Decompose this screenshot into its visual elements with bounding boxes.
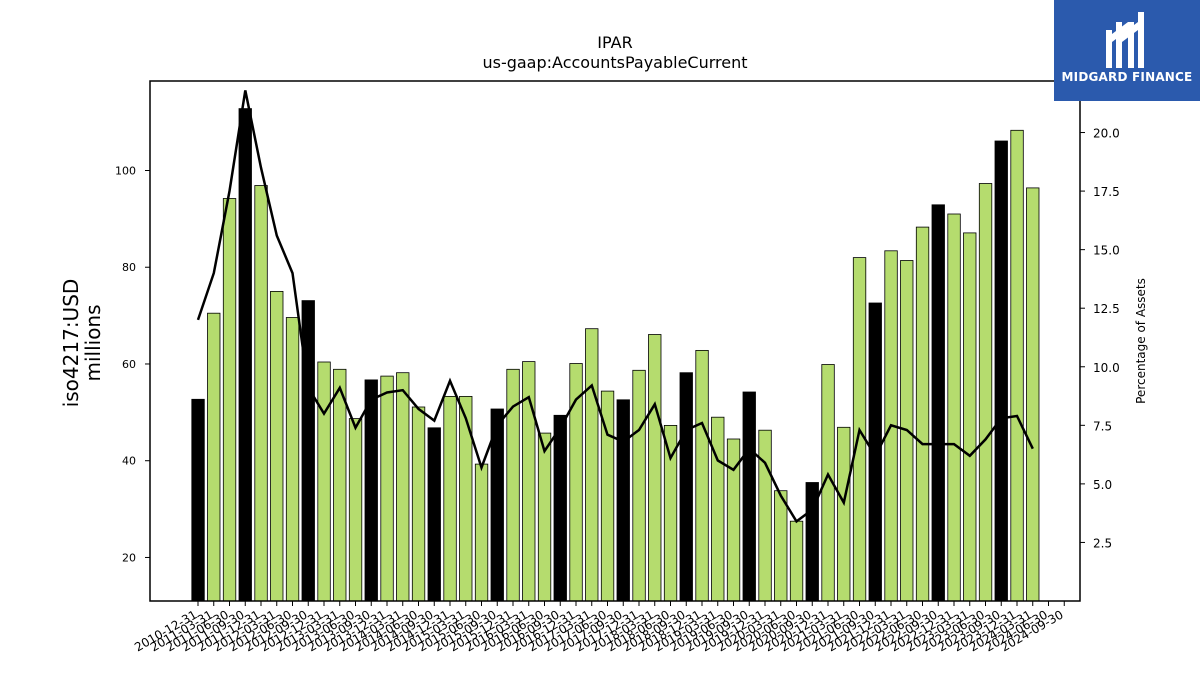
y-tick-label: 80 bbox=[122, 261, 136, 274]
bar bbox=[1026, 187, 1040, 602]
bar bbox=[396, 372, 410, 602]
bar bbox=[270, 290, 284, 602]
bar bbox=[238, 108, 252, 602]
y-tick-label: 60 bbox=[122, 358, 136, 371]
bar bbox=[317, 361, 331, 602]
y2-tick-label: 17.5 bbox=[1093, 185, 1120, 199]
bar bbox=[553, 414, 567, 602]
y2-tick-label: 15.0 bbox=[1093, 244, 1120, 258]
x-axis: 2010-12-312011-03-312011-06-302011-09-30… bbox=[132, 601, 1066, 654]
y2-axis-label: Percentage of Assets bbox=[1134, 278, 1148, 404]
bar bbox=[931, 204, 945, 602]
y-axis-right: 2.5 5.0 7.5 10.0 12.5 15.0 17.5 20.0 bbox=[1080, 127, 1120, 550]
logo-mark-icon bbox=[1106, 12, 1144, 68]
bar bbox=[648, 334, 662, 602]
bar bbox=[222, 198, 237, 602]
bar bbox=[837, 426, 851, 602]
bar bbox=[1010, 129, 1024, 602]
bar bbox=[695, 349, 709, 602]
chart-title: IPAR bbox=[597, 33, 632, 52]
bar bbox=[348, 418, 363, 602]
bar bbox=[758, 429, 772, 602]
chart-subtitle: us-gaap:AccountsPayableCurrent bbox=[482, 53, 747, 72]
y-tick-label: 100 bbox=[115, 164, 136, 177]
bar bbox=[380, 375, 394, 602]
y-tick-label: 20 bbox=[122, 551, 136, 564]
bar bbox=[774, 490, 788, 602]
bar bbox=[427, 427, 441, 602]
y-axis-label-unit: iso4217:USD bbox=[59, 279, 83, 408]
y-axis-left: 20 40 60 80 100 bbox=[115, 164, 150, 564]
y2-tick-label: 20.0 bbox=[1093, 127, 1120, 141]
bar bbox=[364, 379, 378, 602]
bar bbox=[301, 300, 315, 602]
bar bbox=[191, 398, 205, 602]
y-tick-label: 40 bbox=[122, 455, 136, 468]
bar bbox=[978, 183, 993, 602]
bar bbox=[711, 416, 725, 602]
bar bbox=[207, 312, 221, 602]
bar bbox=[789, 520, 804, 602]
y2-tick-label: 10.0 bbox=[1093, 361, 1120, 375]
bars bbox=[191, 108, 1040, 602]
logo: MIDGARD FINANCE bbox=[1054, 0, 1200, 101]
bar bbox=[679, 372, 693, 602]
bar bbox=[333, 368, 347, 602]
bar bbox=[537, 432, 552, 602]
bar bbox=[616, 399, 630, 602]
percentage-line bbox=[196, 90, 1034, 524]
series-line bbox=[196, 90, 1034, 524]
bar bbox=[411, 406, 426, 602]
bar bbox=[474, 463, 489, 602]
bar bbox=[994, 140, 1008, 602]
plot-frame bbox=[149, 80, 1081, 602]
bar bbox=[868, 302, 882, 602]
logo-text: MIDGARD FINANCE bbox=[1061, 70, 1193, 84]
bar bbox=[947, 213, 961, 602]
y-axis-label-scale: millions bbox=[81, 304, 105, 381]
bar bbox=[915, 226, 930, 602]
bar bbox=[585, 328, 599, 602]
y2-tick-label: 12.5 bbox=[1093, 302, 1120, 316]
y2-tick-label: 5.0 bbox=[1093, 478, 1112, 492]
bar bbox=[443, 395, 457, 602]
y2-tick-label: 2.5 bbox=[1093, 536, 1112, 550]
bar bbox=[963, 232, 977, 602]
bar bbox=[632, 369, 646, 602]
bar bbox=[459, 395, 473, 602]
y2-tick-label: 7.5 bbox=[1093, 419, 1112, 433]
bar bbox=[742, 391, 756, 602]
bar bbox=[285, 317, 300, 602]
bar bbox=[254, 185, 268, 602]
